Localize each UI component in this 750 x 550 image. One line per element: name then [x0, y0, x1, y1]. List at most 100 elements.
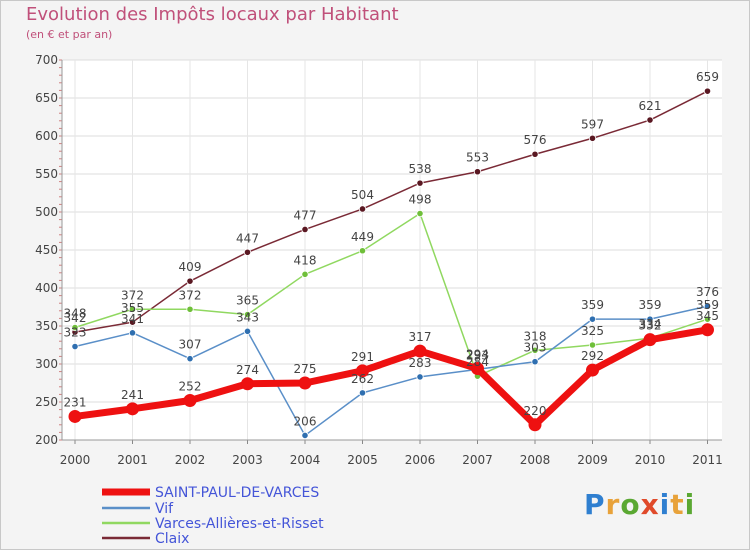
y-tick-label: 650 [35, 91, 58, 105]
data-label: 220 [524, 404, 547, 418]
data-label: 409 [179, 260, 202, 274]
x-tick-label: 2000 [60, 453, 91, 467]
data-point [416, 179, 424, 187]
x-tick-label: 2002 [175, 453, 206, 467]
data-point [71, 342, 79, 351]
data-point [471, 362, 484, 376]
data-label: 553 [466, 151, 489, 165]
data-label: 372 [179, 288, 202, 302]
legend-label: Vif [155, 501, 174, 517]
data-point [128, 318, 137, 326]
x-tick-label: 2011 [692, 453, 723, 467]
y-tick-label: 350 [35, 319, 58, 333]
data-point [126, 402, 139, 416]
data-label: 348 [64, 307, 87, 321]
x-tick-label: 2005 [347, 453, 378, 467]
y-tick-label: 600 [35, 129, 58, 143]
data-label: 576 [524, 133, 547, 147]
data-point [128, 305, 137, 313]
data-point [588, 315, 597, 323]
data-point [243, 327, 252, 335]
data-point [703, 87, 712, 95]
data-point [588, 341, 597, 349]
data-point [186, 355, 194, 363]
proxiti-logo: Proxiti [584, 488, 696, 521]
data-label: 284 [466, 355, 489, 369]
legend-label: SAINT-PAUL-DE-VARCES [155, 485, 319, 501]
data-label: 318 [524, 329, 547, 343]
x-tick-label: 2003 [232, 453, 263, 467]
data-label: 345 [696, 309, 719, 323]
x-tick-label: 2006 [405, 453, 436, 467]
legend-label: Varces-Allières-et-Risset [155, 516, 324, 532]
data-label: 334 [639, 317, 662, 331]
data-label: 343 [236, 310, 259, 324]
data-point [358, 247, 367, 255]
x-tick-label: 2007 [462, 453, 493, 467]
data-label: 252 [179, 379, 202, 393]
data-point [241, 377, 254, 391]
data-label: 206 [294, 414, 317, 428]
data-label: 659 [696, 70, 719, 84]
data-label: 359 [696, 298, 719, 312]
x-tick-label: 2008 [520, 453, 551, 467]
x-tick-label: 2001 [117, 453, 148, 467]
data-label: 359 [639, 298, 662, 312]
data-point [358, 205, 367, 213]
data-label: 621 [639, 99, 662, 113]
series-line-1 [74, 305, 709, 437]
data-label: 283 [409, 356, 432, 370]
data-point [531, 358, 539, 366]
data-point [646, 315, 654, 323]
y-tick-label: 250 [35, 395, 58, 409]
data-point [298, 376, 312, 390]
data-label: 241 [121, 388, 144, 402]
x-tick-label: 2004 [290, 453, 321, 467]
y-tick-label: 500 [35, 205, 58, 219]
data-label: 418 [294, 253, 317, 267]
data-label: 341 [121, 312, 144, 326]
data-point [531, 346, 539, 354]
data-label: 291 [351, 350, 374, 364]
data-label: 498 [409, 193, 432, 207]
data-label: 307 [179, 338, 202, 352]
data-point [531, 150, 539, 158]
data-label: 342 [64, 311, 87, 325]
data-point [186, 305, 194, 313]
data-point [413, 344, 427, 358]
data-point [643, 333, 657, 347]
x-tick-label: 2010 [635, 453, 666, 467]
data-point [68, 409, 82, 423]
data-label: 274 [236, 363, 259, 377]
data-point [528, 418, 542, 432]
data-label: 325 [581, 324, 604, 338]
data-label: 323 [64, 326, 87, 340]
data-point [243, 248, 252, 256]
data-point [703, 315, 712, 323]
data-point [356, 364, 369, 378]
data-point [646, 116, 654, 124]
series-line-0 [71, 326, 711, 429]
data-point [301, 431, 309, 440]
data-point [473, 168, 482, 176]
data-point [416, 373, 424, 381]
data-label: 372 [121, 288, 144, 302]
data-point [586, 363, 599, 377]
data-label: 317 [409, 330, 432, 344]
chart-subtitle: (en € et par an) [26, 28, 113, 41]
data-point [71, 323, 79, 332]
x-tick-label: 2009 [577, 453, 608, 467]
data-label: 303 [524, 341, 547, 355]
y-tick-label: 550 [35, 167, 58, 181]
y-tick-label: 300 [35, 357, 58, 371]
data-label: 355 [121, 301, 144, 315]
data-point [701, 323, 714, 337]
data-label: 597 [581, 117, 604, 131]
data-label: 504 [351, 188, 374, 202]
data-point [703, 302, 712, 310]
data-label: 231 [64, 395, 87, 409]
y-tick-label: 700 [35, 53, 58, 67]
data-label: 293 [466, 348, 489, 362]
data-point [128, 329, 137, 337]
data-point [588, 134, 597, 142]
